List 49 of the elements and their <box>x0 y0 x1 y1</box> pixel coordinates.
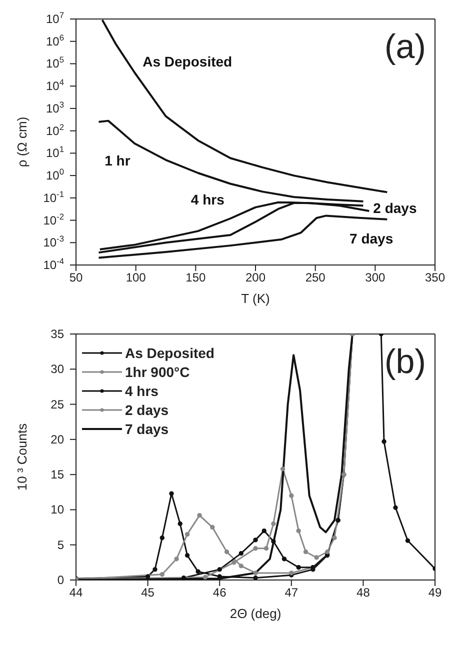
y-tick-label: 10$^{0}$ <box>46 166 64 183</box>
y-tick-label: 10$^{-2}$ <box>43 211 64 228</box>
x-tick-label: 49 <box>428 586 442 600</box>
legend-label: 7 days <box>125 420 169 436</box>
y-tick-label: 10$^{5}$ <box>46 54 64 71</box>
x-tick-label: 200 <box>245 270 266 285</box>
legend-label: 1hr 900°C <box>125 364 190 380</box>
x-axis-title: 2Θ (deg) <box>230 606 282 621</box>
x-tick-label: 46 <box>212 586 227 600</box>
y-tick-label: 35 <box>50 327 64 341</box>
legend-label: 2 days <box>125 402 169 418</box>
x-tick-label: 48 <box>356 586 370 600</box>
x-tick-label: 45 <box>141 586 155 600</box>
x-tick-label: 150 <box>186 270 206 285</box>
y-tick-label: 10$^{-3}$ <box>43 234 64 250</box>
y-tick-label: 10$^{-1}$ <box>43 188 64 205</box>
y-tick-label: 20 <box>50 432 64 446</box>
y-tick-label: 10$^{6}$ <box>46 32 64 48</box>
x-tick-label: 50 <box>69 270 83 285</box>
y-tick-label: 15 <box>50 468 64 482</box>
y-tick-label: 25 <box>50 397 64 412</box>
legend-label: As Deposited <box>125 344 214 360</box>
series-label: 2 days <box>373 200 417 216</box>
x-tick-label: 100 <box>126 270 146 285</box>
y-tick-label: 0 <box>57 573 64 587</box>
y-tick-label: 5 <box>57 538 64 552</box>
series-label: 7 days <box>350 230 394 246</box>
x-tick-label: 44 <box>69 586 83 600</box>
x-tick-label: 250 <box>305 270 326 285</box>
legend-label: 4 hrs <box>125 382 158 398</box>
y-axis-title: ρ (Ω cm) <box>14 116 30 168</box>
y-tick-label: 10 <box>50 502 64 517</box>
annotation: (b) <box>384 343 426 382</box>
y-tick-label: 30 <box>50 362 64 376</box>
x-tick-label: 47 <box>284 586 298 600</box>
y-tick-label: 10$^{3}$ <box>46 99 64 116</box>
y-axis-title: 10 ³ Counts <box>14 422 30 491</box>
y-tick-label: 10$^{7}$ <box>46 10 64 26</box>
series-label: 1 hr <box>104 152 131 169</box>
x-tick-label: 300 <box>365 270 386 285</box>
series-label: 4 hrs <box>190 192 225 208</box>
y-tick-label: 10$^{1}$ <box>46 144 64 160</box>
y-tick-label: 10$^{4}$ <box>46 77 64 94</box>
annotation: (a) <box>384 28 426 67</box>
y-tick-label: 10$^{-4}$ <box>43 256 64 272</box>
series-label: As Deposited <box>142 54 232 70</box>
x-axis-title: T (K) <box>241 291 270 306</box>
x-tick-label: 350 <box>424 270 446 285</box>
y-tick-label: 10$^{2}$ <box>46 122 64 138</box>
